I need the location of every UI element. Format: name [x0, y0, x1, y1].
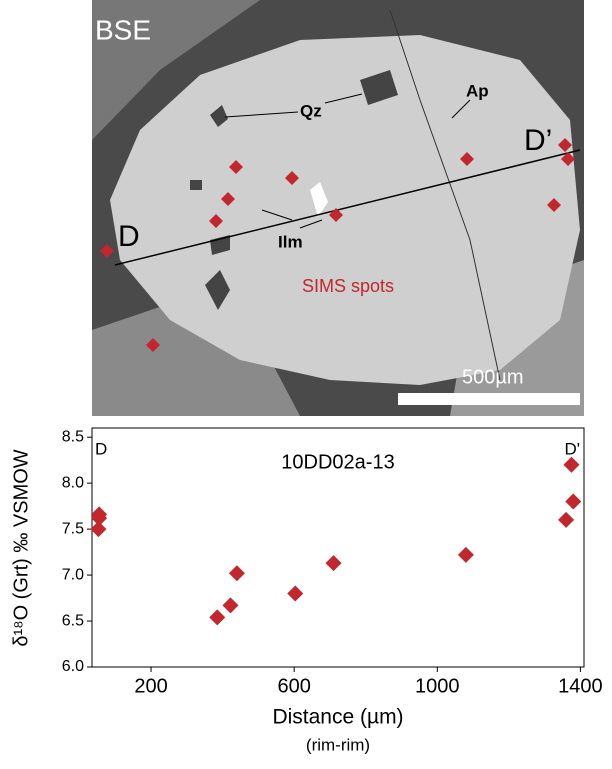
x-tick-label: 200 — [134, 675, 167, 697]
x-tick-label: 1000 — [415, 675, 460, 697]
y-tick-label: 8.0 — [62, 474, 84, 491]
y-tick-label: 7.0 — [62, 566, 84, 583]
point — [565, 493, 582, 510]
point — [558, 511, 575, 528]
crack — [389, 9, 501, 381]
garnet — [110, 35, 580, 385]
point — [91, 510, 108, 527]
annotation-right: D' — [564, 439, 580, 458]
x-axis-label: Distance (µm) — [272, 706, 403, 729]
grain — [92, 0, 260, 140]
profile-line — [114, 149, 581, 266]
chart-title: 10DD02a-13 — [281, 451, 394, 473]
x-axis-sublabel: (rim-rim) — [306, 735, 370, 754]
inclusion — [190, 70, 398, 310]
y-tick-label: 6.5 — [62, 612, 84, 629]
point — [325, 555, 342, 572]
point — [457, 546, 474, 563]
x-tick-label: 600 — [277, 675, 310, 697]
chart: 6.0 6.5 7.0 7.5 8.0 8.5 200 600 1000 1400 10DD02a-… — [10, 427, 603, 754]
point — [563, 456, 580, 473]
ilmenite — [310, 182, 328, 217]
point — [228, 565, 245, 582]
point — [222, 597, 239, 614]
ap-label: Ap — [466, 81, 489, 100]
grain — [92, 300, 300, 416]
annotation-left: D — [95, 439, 107, 458]
qz-label: Qz — [300, 101, 322, 120]
sims-label: SIMS spots — [302, 276, 394, 296]
d-prime-label: D’ — [524, 124, 552, 157]
y-tick-label: 8.5 — [62, 428, 84, 445]
bse-image: BSE Qz Ap Ilm D D’ SIMS spots 500µm — [92, 0, 584, 416]
y-tick-label: 7.5 — [62, 520, 84, 537]
point — [209, 609, 226, 626]
x-tick-label: 1400 — [558, 675, 603, 697]
scale-label: 500µm — [462, 366, 524, 388]
y-axis-label: δ¹⁸O (Grt) ‰ VSMOW — [10, 449, 32, 646]
plot-frame — [91, 427, 585, 668]
y-tick-label: 6.0 — [62, 658, 84, 675]
d-label: D — [118, 220, 140, 253]
point — [90, 521, 107, 538]
scale-bar — [398, 393, 580, 405]
pointer-arrows — [224, 93, 471, 229]
bse-label: BSE — [95, 14, 151, 45]
point — [287, 585, 304, 602]
ilm-label: Ilm — [278, 232, 303, 251]
